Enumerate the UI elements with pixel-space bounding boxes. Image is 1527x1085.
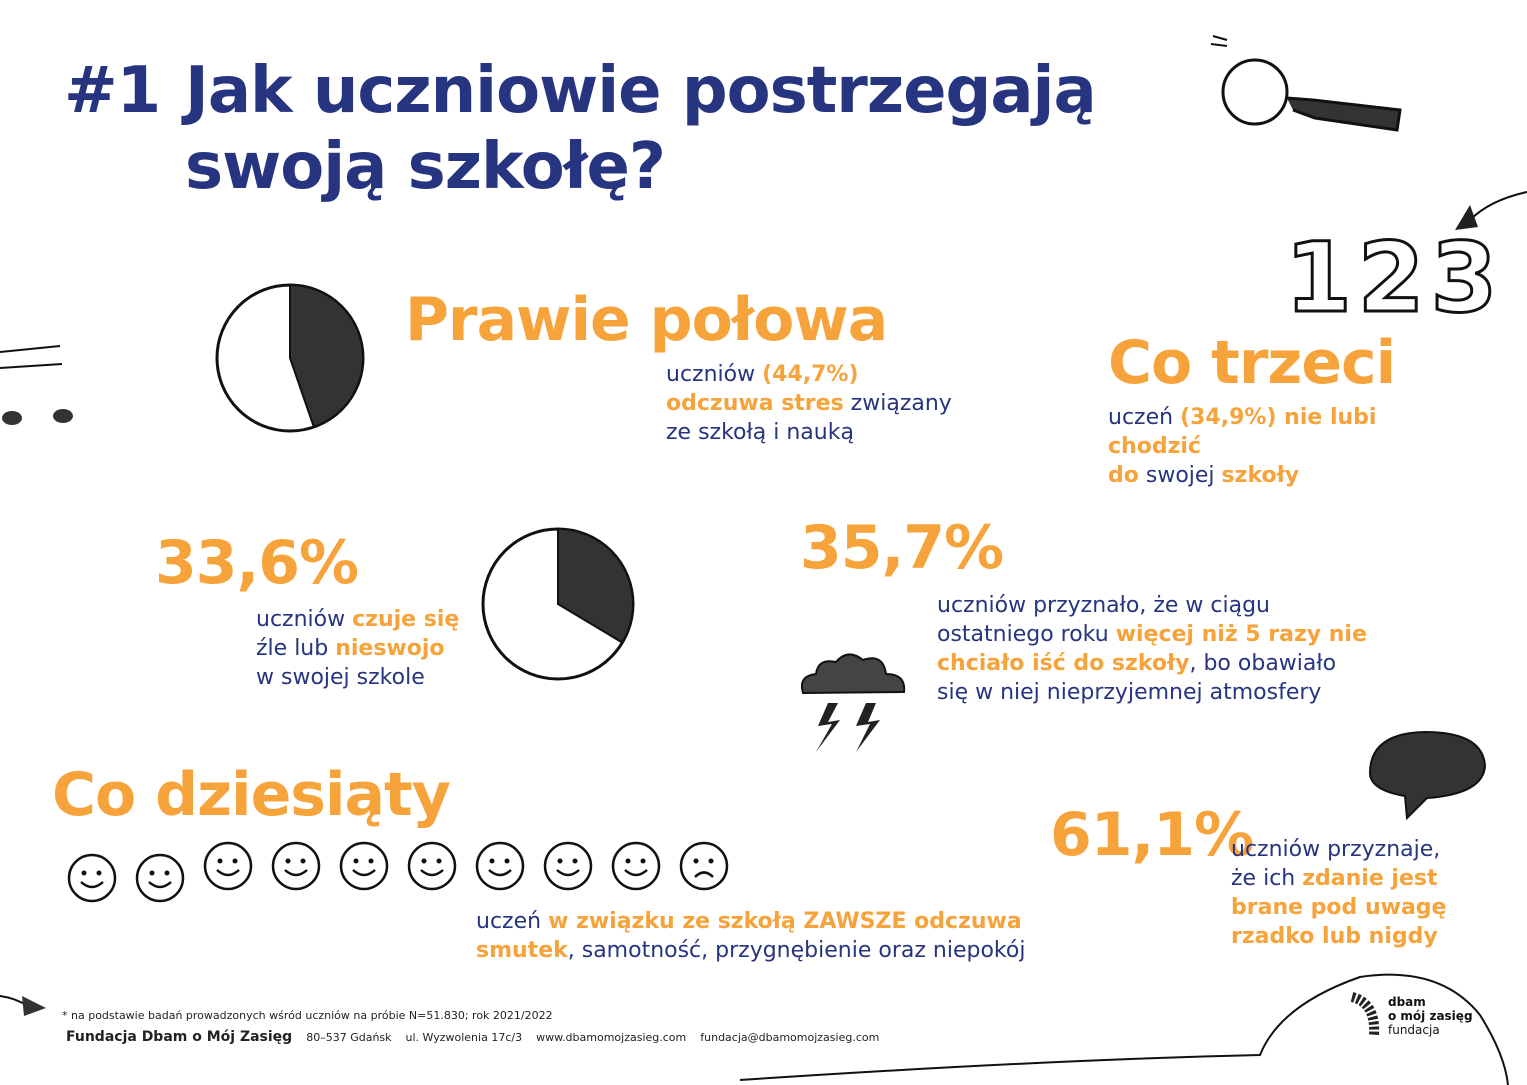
- stat-dislike-text: uczeń (34,9%) nie lubi chodzić do swojej…: [1108, 403, 1376, 490]
- smiley-face-icon: [407, 841, 457, 891]
- scribble-lines-icon: [0, 345, 73, 425]
- text-segment: uczniów przyznaje,: [1231, 837, 1441, 862]
- pie-slice-uncomfortable: [557, 527, 634, 644]
- text-segment: związany: [843, 391, 952, 416]
- headline-35-7: 35,7%: [800, 513, 1004, 583]
- text-segment: się w niej nieprzyjemnej atmosfery: [937, 680, 1322, 705]
- faces-row: [66, 840, 746, 910]
- text-segment: , bo obawiało: [1189, 651, 1337, 676]
- smiley-face-icon: [135, 853, 185, 903]
- smiley-face-icon: [271, 841, 321, 891]
- text-segment: (34,9%) nie lubi: [1180, 405, 1377, 430]
- text-segment: uczniów przyznało, że w ciągu: [937, 593, 1270, 618]
- footer-email-link[interactable]: fundacja@dbamomojzasieg.com: [700, 1031, 880, 1044]
- page-title-line2: swoją szkołę?: [185, 130, 666, 204]
- text-segment: do: [1108, 463, 1139, 488]
- title-rest: postrzegają: [681, 54, 1097, 128]
- pie-chart-uncomfortable: [481, 527, 635, 681]
- smiley-face-icon: [611, 841, 661, 891]
- text-segment: swojej: [1138, 463, 1222, 488]
- text-segment: ze szkołą i nauką: [666, 420, 854, 445]
- text-segment: uczniów: [666, 362, 763, 387]
- smiley-face-icon: [339, 841, 389, 891]
- headline-61-1: 61,1%: [1050, 800, 1254, 870]
- arrow-bottom-left-icon: [0, 995, 46, 1016]
- sad-face-icon: [679, 841, 729, 891]
- stat-uncomfortable-text: uczniów czuje się źle lub nieswojo w swo…: [256, 605, 459, 692]
- smiley-face-icon: [543, 841, 593, 891]
- footer-org: Fundacja Dbam o Mój Zasięg: [66, 1029, 293, 1045]
- text-segment: rzadko lub nigdy: [1231, 924, 1438, 949]
- text-segment: odczuwa stres: [666, 391, 844, 416]
- headline-co-dziesiaty: Co dziesiąty: [52, 760, 451, 830]
- magnifier-icon: [1210, 35, 1402, 132]
- text-segment: więcej niż 5 razy nie: [1115, 622, 1367, 647]
- text-segment: brane pod uwagę: [1231, 895, 1447, 920]
- text-segment: szkoły: [1221, 463, 1300, 488]
- text-segment: ostatniego roku: [937, 622, 1116, 647]
- logo-line1: dbam: [1388, 995, 1426, 1009]
- text-segment: (44,7%): [762, 362, 859, 387]
- title-bold: Jak uczniowie: [185, 54, 662, 128]
- footnote: * na podstawie badań prowadzonych wśród …: [62, 1009, 553, 1022]
- text-segment: czuje się: [352, 607, 460, 632]
- smiley-face-icon: [67, 853, 117, 903]
- storm-cloud-icon: [800, 653, 906, 752]
- footer-website-link[interactable]: www.dbamomojzasieg.com: [536, 1031, 687, 1044]
- stat-avoid-school-text: uczniów przyznało, że w ciągu ostatniego…: [937, 591, 1367, 707]
- text-segment: zdanie jest: [1302, 866, 1438, 891]
- text-segment: uczniów: [256, 607, 353, 632]
- smiley-face-icon: [203, 841, 253, 891]
- speech-bubble-icon: [1368, 730, 1487, 821]
- headline-prawie-polowa: Prawie połowa: [405, 285, 888, 355]
- footer-contact: Fundacja Dbam o Mój Zasięg 80–537 Gdańsk…: [66, 1029, 879, 1045]
- text-segment: uczeń: [476, 909, 549, 934]
- pie-slice-stress: [289, 283, 364, 429]
- text-segment: smutek: [476, 938, 568, 963]
- title-number: #1: [64, 54, 161, 128]
- logo-line2: o mój zasięg: [1388, 1009, 1473, 1023]
- logo-text: dbam o mój zasięg fundacja: [1388, 995, 1473, 1037]
- smiley-face-icon: [475, 841, 525, 891]
- text-segment: źle lub: [256, 636, 336, 661]
- stat-opinion-text: uczniów przyznaje, że ich zdanie jest br…: [1231, 835, 1446, 951]
- page-title-line1: Jak uczniowie postrzegają: [185, 54, 1097, 128]
- text-segment: nieswojo: [335, 636, 445, 661]
- text-segment: uczeń: [1108, 405, 1181, 430]
- curve-decoration: [739, 973, 1509, 1085]
- stat-stress-text: uczniów (44,7%) odczuwa stres związany z…: [666, 360, 952, 447]
- numbers-doodle: 123: [1283, 221, 1504, 336]
- footer-street: ul. Wyzwolenia 17c/3: [405, 1031, 523, 1044]
- headline-co-trzeci: Co trzeci: [1108, 328, 1396, 398]
- stat-sadness-text: uczeń w związku ze szkołą ZAWSZE odczuwa…: [476, 907, 1025, 965]
- text-segment: w związku ze szkołą ZAWSZE odczuwa: [548, 909, 1022, 934]
- pie-chart-stress: [215, 283, 365, 433]
- text-segment: chodzić: [1108, 434, 1201, 459]
- headline-33-6: 33,6%: [155, 528, 359, 598]
- logo-mark-icon: [1350, 992, 1380, 1036]
- text-segment: w swojej szkole: [256, 665, 425, 690]
- text-segment: , samotność, przygnębienie oraz niepokój: [567, 938, 1026, 963]
- text-segment: że ich: [1231, 866, 1303, 891]
- logo-line3: fundacja: [1388, 1023, 1440, 1037]
- arrow-icon: [1455, 191, 1527, 230]
- text-segment: chciało iść do szkoły: [937, 651, 1190, 676]
- footer-city: 80–537 Gdańsk: [306, 1031, 392, 1044]
